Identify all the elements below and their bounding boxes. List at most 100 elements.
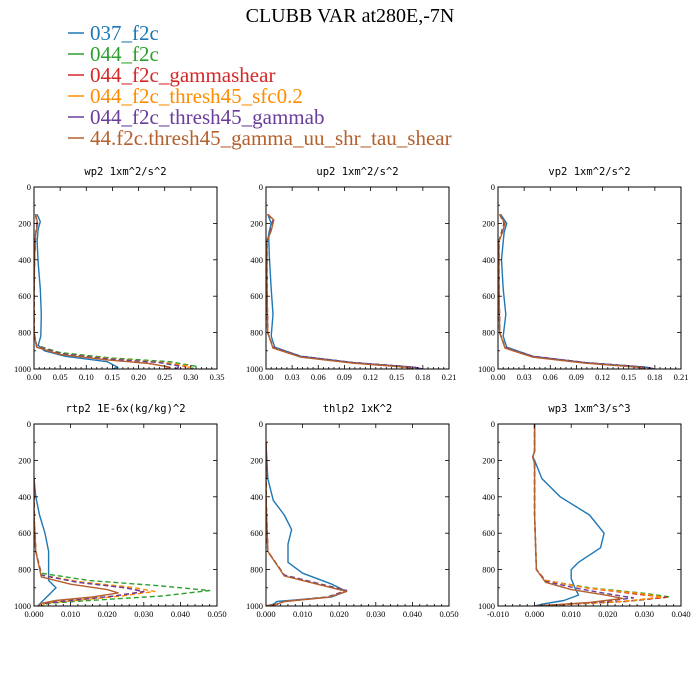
series-line [266,213,424,369]
series-line [266,213,424,369]
series-line [532,424,624,606]
series-line [34,214,171,369]
y-tick-label: 400 [482,492,495,502]
series-group [266,213,424,369]
panel-title: rtp2 1E-6x(kg/kg)^2 [65,403,185,415]
x-tick-label: 0.010 [61,609,80,619]
series-line [266,213,424,369]
x-tick-label: 0.00 [259,372,274,382]
y-tick-label: 0 [27,419,31,429]
y-tick-label: 0 [27,182,31,192]
series-line [34,214,182,369]
series-line [34,214,197,369]
y-tick-label: 0 [491,182,495,192]
x-tick-label: 0.15 [105,372,120,382]
panel: rtp2 1E-6x(kg/kg)^2 0.000 0.010 0.020 0.030 0… [14,403,227,619]
panel-title: thlp2 1xK^2 [323,403,393,415]
y-tick-label: 800 [250,328,263,338]
series-line [498,213,647,369]
series-group [498,213,656,369]
legend-label: 044_f2c_thresh45_sfc0.2 [90,84,303,108]
x-tick-label: 0.03 [285,372,300,382]
y-tick-label: 600 [250,291,263,301]
y-tick-label: 1000 [246,601,263,611]
x-tick-label: 0.040 [171,609,190,619]
series-line [498,213,656,369]
x-tick-label: 0.030 [134,609,153,619]
x-tick-label: 0.05 [53,372,68,382]
x-tick-label: 0.050 [207,609,226,619]
y-tick-label: 400 [482,255,495,265]
legend-entry: 044_f2c_thresh45_gammab [68,105,324,129]
y-tick-label: 800 [250,565,263,575]
y-tick-label: 800 [482,328,495,338]
series-line [532,424,668,606]
x-tick-label: 0.030 [366,609,385,619]
x-tick-label: 0.020 [598,609,617,619]
x-tick-label: 0.15 [389,372,404,382]
plot-frame [33,186,218,370]
x-tick-label: 0.09 [337,372,352,382]
x-tick-label: 0.06 [543,372,558,382]
y-tick-label: 600 [18,528,31,538]
legend-entry: 044_f2c_thresh45_sfc0.2 [68,84,303,108]
plot-frame [497,186,682,370]
x-tick-label: 0.00 [491,372,506,382]
x-tick-label: 0.030 [635,609,654,619]
y-tick-label: 400 [250,255,263,265]
legend-label: 044_f2c_thresh45_gammab [90,105,324,129]
x-tick-label: 0.020 [330,609,349,619]
x-tick-label: 0.03 [517,372,532,382]
series-line [34,214,187,369]
x-tick-label: 0.10 [79,372,94,382]
x-tick-label: 0.000 [525,609,544,619]
x-tick-label: 0.09 [569,372,584,382]
y-tick-label: 600 [18,291,31,301]
y-tick-label: 1000 [14,601,31,611]
y-tick-label: 0 [491,419,495,429]
x-tick-label: 0.050 [439,609,458,619]
y-tick-label: 1000 [478,364,495,374]
legend-entry: 044_f2c [68,42,159,66]
series-line [34,214,192,369]
series-line [498,213,656,369]
legend-label: 037_f2c [90,21,159,45]
x-tick-label: 0.25 [157,372,172,382]
series-line [34,478,57,606]
y-tick-label: 400 [18,255,31,265]
plot-frame [265,186,450,370]
panels: wp2 1xm^2/s^2 0.00 0.05 0.10 0.15 0.20 0.25 0.3… [14,166,691,619]
x-tick-label: 0.21 [674,372,689,382]
x-tick-label: 0.010 [562,609,581,619]
figure-title: CLUBB VAR at280E,-7N [246,5,455,27]
y-tick-label: 200 [18,455,31,465]
x-tick-label: 0.000 [256,609,275,619]
legend-entry: 037_f2c [68,21,159,45]
panel: wp3 1xm^3/s^3 -0.010 0.000 0.010 0.020 0.030 0… [478,403,691,619]
series-line [500,213,656,369]
y-tick-label: 600 [482,528,495,538]
series-line [532,424,635,606]
y-tick-label: 200 [250,455,263,465]
x-tick-label: 0.00 [27,372,42,382]
x-tick-label: 0.040 [671,609,690,619]
series-line [532,424,664,606]
y-tick-label: 0 [259,182,263,192]
y-tick-label: 200 [250,218,263,228]
x-tick-label: 0.20 [131,372,146,382]
legend-entry: 044_f2c_gammashear [68,63,275,87]
y-tick-label: 800 [18,328,31,338]
x-tick-label: -0.010 [487,609,509,619]
series-group [532,424,671,606]
x-tick-label: 0.12 [595,372,610,382]
y-tick-label: 600 [482,291,495,301]
x-tick-label: 0.18 [415,372,430,382]
x-tick-label: 0.040 [403,609,422,619]
x-tick-label: 0.35 [210,372,225,382]
plot-frame [33,423,218,607]
series-group [34,478,211,606]
x-tick-label: 0.30 [183,372,198,382]
x-tick-label: 0.000 [24,609,43,619]
y-tick-label: 1000 [478,601,495,611]
